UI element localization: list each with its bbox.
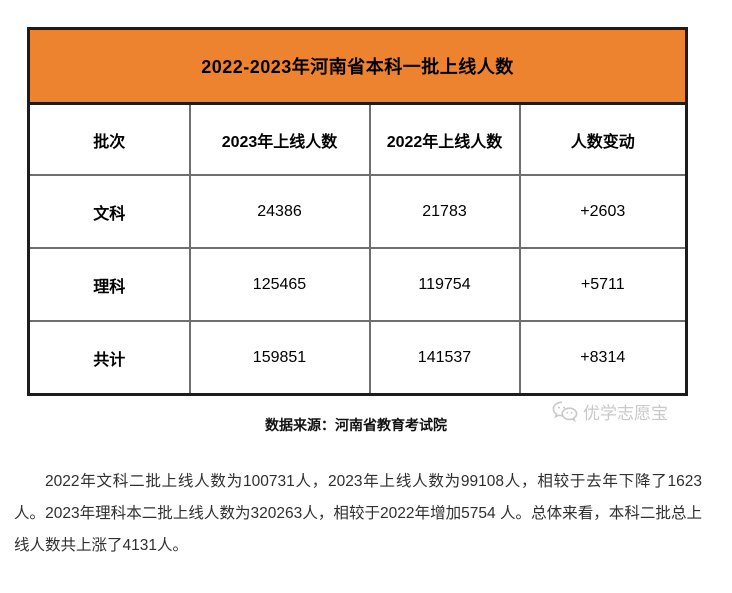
cell-change: +5711 xyxy=(518,247,688,322)
admission-table: 2022-2023年河南省本科一批上线人数 批次 2023年上线人数 2022年… xyxy=(26,27,689,396)
table-row-wenke: 文科 24386 21783 +2603 xyxy=(27,174,688,249)
cell-batch: 理科 xyxy=(27,247,191,322)
table-row-total: 共计 159851 141537 +8314 xyxy=(27,320,688,396)
data-source-note: 数据来源：河南省教育考试院 xyxy=(265,417,447,433)
table-title-row: 2022-2023年河南省本科一批上线人数 xyxy=(26,27,689,105)
cell-2023-count: 159851 xyxy=(188,320,371,396)
col-header-batch: 批次 xyxy=(27,102,191,176)
cell-batch: 文科 xyxy=(27,174,191,249)
cell-2023-count: 24386 xyxy=(188,174,371,249)
cell-2022-count: 141537 xyxy=(368,320,521,396)
analysis-paragraph: 2022年文科二批上线人数为100731人，2023年上线人数为99108人，相… xyxy=(14,473,702,554)
cell-2022-count: 21783 xyxy=(368,174,521,249)
col-header-2023: 2023年上线人数 xyxy=(188,102,371,176)
table-title: 2022-2023年河南省本科一批上线人数 xyxy=(26,27,689,105)
article-page: { "page": { "background": "#ffffff", "ac… xyxy=(0,27,732,593)
table-row-like: 理科 125465 119754 +5711 xyxy=(27,247,688,322)
col-header-2022: 2022年上线人数 xyxy=(368,102,521,176)
cell-2023-count: 125465 xyxy=(188,247,371,322)
admission-table-wrap: 2022-2023年河南省本科一批上线人数 批次 2023年上线人数 2022年… xyxy=(26,27,689,396)
cell-2022-count: 119754 xyxy=(368,247,521,322)
cell-change: +8314 xyxy=(518,320,688,396)
cell-batch: 共计 xyxy=(27,320,191,396)
col-header-change: 人数变动 xyxy=(518,102,688,176)
table-header-row: 批次 2023年上线人数 2022年上线人数 人数变动 xyxy=(27,102,688,176)
cell-change: +2603 xyxy=(518,174,688,249)
